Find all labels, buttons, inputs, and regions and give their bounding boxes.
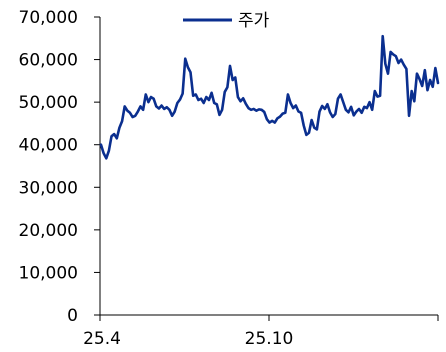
x-tick-label: 25.4 (83, 329, 121, 349)
y-tick-label: 30,000 (19, 178, 78, 198)
legend: 주가 (183, 11, 270, 31)
y-tick-label: 20,000 (19, 221, 78, 241)
series-line-0 (99, 34, 440, 160)
y-tick-label: 60,000 (19, 51, 78, 71)
legend-label: 주가 (238, 11, 270, 31)
x-tick-label: 25.10 (245, 329, 294, 349)
y-tick-label: 40,000 (19, 136, 78, 156)
y-tick-label: 50,000 (19, 93, 78, 113)
y-tick-label: 0 (67, 306, 78, 326)
plot-area (99, 34, 440, 160)
y-tick-label: 10,000 (19, 263, 78, 283)
y-tick-label: 70,000 (19, 8, 78, 28)
axes: 0 10,000 20,000 30,000 40,000 50,000 60,000 70,… (19, 8, 439, 349)
